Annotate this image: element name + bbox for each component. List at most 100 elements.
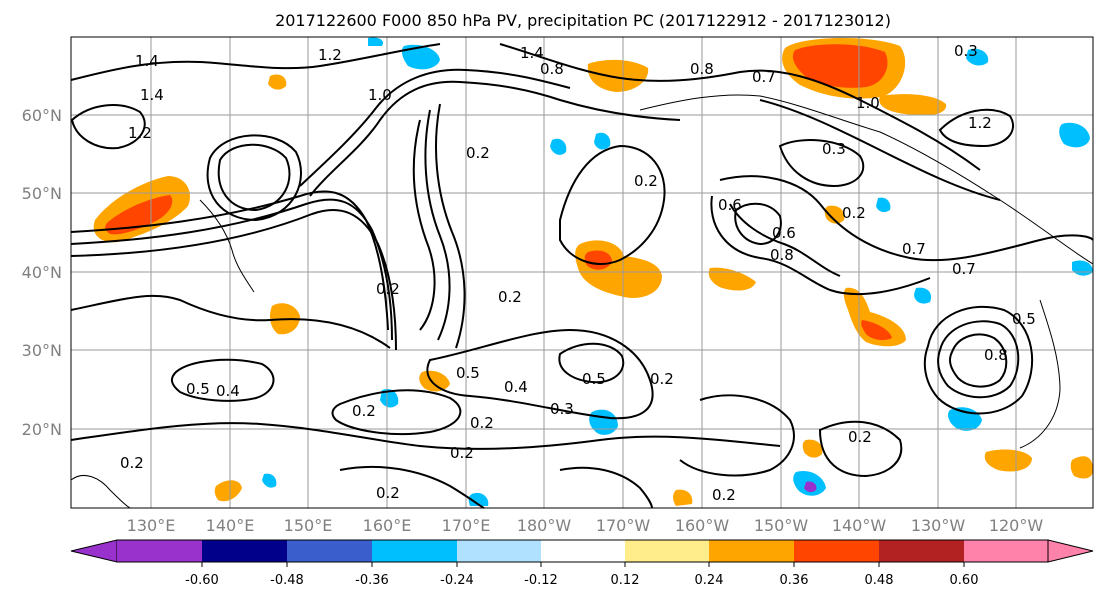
pv-contour-line (206, 134, 302, 222)
colorbar-tick-label: -0.60 (185, 573, 219, 588)
contour-label: 0.2 (498, 288, 522, 306)
precip-positive-area (824, 205, 845, 224)
precip-negative-area (550, 138, 567, 155)
precip-strong-area (861, 320, 892, 341)
contour-label: 0.3 (550, 400, 574, 418)
lon-tick-label: 170°W (596, 516, 651, 535)
contour-label: 0.8 (770, 246, 794, 264)
contour-label: 1.2 (128, 124, 152, 142)
contour-label: 0.7 (952, 260, 976, 278)
precip-negative-area (380, 388, 399, 408)
pv-contour-line (331, 389, 462, 436)
contour-label: 0.3 (822, 140, 846, 158)
pv-contour-line (558, 342, 625, 384)
lat-tick-label: 40°N (22, 263, 62, 282)
pv-contour-line (759, 99, 1001, 201)
lon-tick-label: 120°W (989, 516, 1044, 535)
contour-label: 0.8 (984, 346, 1008, 364)
longitude-axis: 130°E 140°E 150°E 160°E 170°E 180°W 170°… (127, 516, 1044, 535)
lat-tick-label: 60°N (22, 106, 62, 125)
precip-positive-area (587, 59, 649, 92)
contour-label: 0.5 (1012, 310, 1036, 328)
colorbar-tick-label: 0.24 (695, 573, 724, 588)
colorbar-tick-label: -0.12 (524, 573, 558, 588)
colorbar-tick-label: -0.48 (270, 573, 304, 588)
lon-tick-label: 150°E (284, 516, 333, 535)
precip-negative-area (594, 132, 611, 150)
contour-label: 0.2 (450, 444, 474, 462)
lat-tick-label: 20°N (22, 420, 62, 439)
contour-label: 0.8 (690, 60, 714, 78)
lon-tick-label: 160°E (363, 516, 412, 535)
precip-negative-area (368, 37, 384, 46)
pv-contour-line (949, 333, 1008, 388)
colorbar-tick-label: 0.36 (780, 573, 809, 588)
lat-tick-label: 30°N (22, 341, 62, 360)
lon-tick-label: 150°W (754, 516, 809, 535)
map-panel: 1.4 1.4 1.4 1.2 1.2 1.0 0.8 0.8 0.7 1.0 … (70, 36, 1094, 509)
pv-contour-line (435, 103, 466, 349)
contour-label: 0.7 (902, 240, 926, 258)
contour-label: 0.2 (634, 172, 658, 190)
pv-contour-line (818, 420, 903, 478)
pv-contour-line (70, 422, 781, 450)
pv-contour-line (309, 80, 681, 197)
precip-negative-area (914, 287, 932, 304)
lon-tick-label: 140°E (206, 516, 255, 535)
contour-label: 1.4 (140, 86, 164, 104)
contour-label: 0.5 (456, 364, 480, 382)
contour-label: 0.2 (470, 414, 494, 432)
pv-contour-line (729, 203, 841, 277)
contour-label: 1.0 (368, 86, 392, 104)
contour-label: 1.2 (318, 46, 342, 64)
coastline (639, 94, 1094, 265)
pv-contour-line (778, 139, 865, 188)
precip-positive-area (419, 370, 450, 392)
contour-label: 0.4 (504, 378, 528, 396)
pv-contour-line (70, 190, 389, 331)
contour-label: 0.7 (752, 68, 776, 86)
pv-contour-line (70, 104, 146, 150)
colorbar-tick-label: 0.60 (950, 573, 979, 588)
pv-contour-line (937, 320, 1020, 399)
precip-positive-area (708, 267, 756, 291)
precip-negative-area (804, 481, 817, 493)
contour-label: 1.2 (968, 114, 992, 132)
contour-label: 0.6 (718, 196, 742, 214)
precip-positive-area (214, 480, 242, 502)
lon-tick-label: 130°W (911, 516, 966, 535)
pv-contours (70, 43, 1094, 509)
pv-contour-line (734, 202, 782, 246)
lon-tick-label: 180°W (517, 516, 572, 535)
precip-negative-area (876, 197, 891, 213)
pv-contour-line (339, 465, 485, 509)
coastlines (70, 94, 1094, 509)
colorbar-tick-label: -0.24 (440, 573, 474, 588)
pv-contour-line (559, 144, 666, 265)
contour-label: 0.6 (772, 224, 796, 242)
pv-contour-line (679, 394, 795, 477)
colorbar-segment (117, 540, 202, 562)
precip-positive-area (268, 74, 287, 90)
lon-tick-label: 160°W (675, 516, 730, 535)
contour-label: 0.8 (540, 60, 564, 78)
pv-contour-line (70, 209, 397, 351)
pv-contour-line (70, 43, 441, 81)
colorbar-extend-high (1047, 539, 1094, 563)
pv-contour-line (412, 119, 436, 331)
colorbar-ticks (201, 562, 965, 567)
pv-contour-line (170, 358, 275, 402)
contour-label: 0.2 (352, 402, 376, 420)
colorbar-extend-low (70, 539, 118, 563)
colorbar-segment (202, 540, 287, 562)
colorbar-segment (879, 540, 964, 562)
contour-label: 0.5 (186, 380, 210, 398)
precip-strong-area (105, 195, 173, 235)
contour-label: 0.2 (120, 454, 144, 472)
pv-contour-line (559, 466, 653, 509)
colorbar-segment (709, 540, 794, 562)
colorbar-segment (457, 540, 541, 562)
pv-contour-line (299, 68, 571, 187)
colorbar-segment (372, 540, 457, 562)
